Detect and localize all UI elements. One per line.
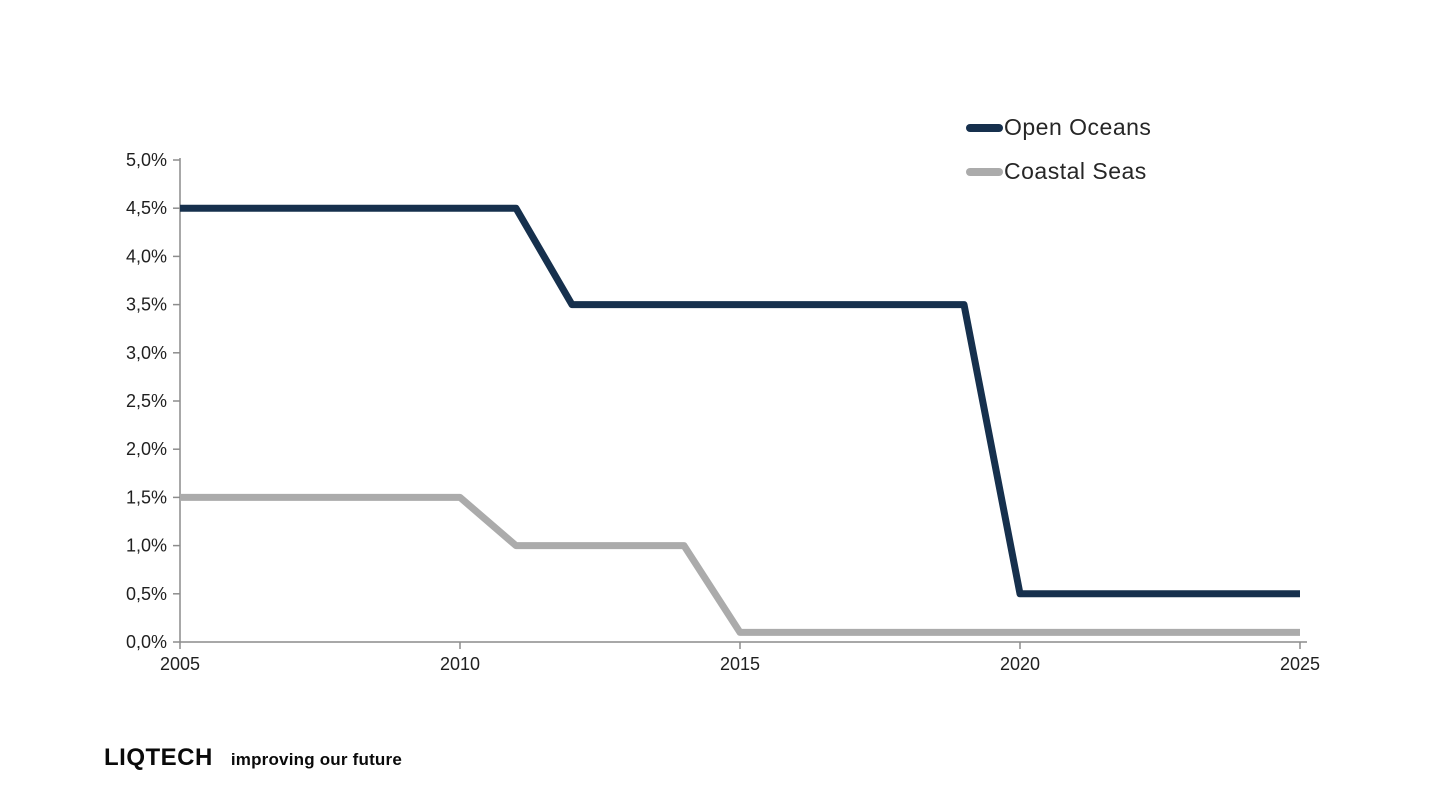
y-tick-label: 0,5% <box>126 584 167 604</box>
x-tick-label: 2005 <box>160 654 200 674</box>
logo-tagline: improving our future <box>230 750 402 769</box>
y-tick-label: 3,0% <box>126 343 167 363</box>
x-tick-label: 2010 <box>440 654 480 674</box>
y-tick-label: 4,0% <box>126 246 167 266</box>
series-line-open-oceans <box>180 204 1300 598</box>
chart-axes: 0,0% 0,5% 1,0% 1,5% 2,0% 2,5% 3,0% 3,5% 4,0% 4,5%… <box>126 150 1320 674</box>
y-tick-label: 1,0% <box>126 536 167 556</box>
liqtech-logo: LIQTECH improving our future <box>104 744 402 772</box>
legend-item-coastal-seas: Coastal Seas <box>966 156 1151 187</box>
legend-label-coastal-seas: Coastal Seas <box>1004 158 1147 184</box>
chart-legend: Open Oceans Coastal Seas <box>966 112 1151 200</box>
y-tick-label: 1,5% <box>126 487 167 507</box>
y-tick-label: 3,5% <box>126 295 167 315</box>
series-line-coastal-seas <box>180 493 1300 636</box>
coastal-seas-line-swatch <box>966 167 1003 176</box>
legend-label-open-oceans: Open Oceans <box>1004 114 1152 140</box>
legend-item-open-oceans: Open Oceans <box>966 112 1151 143</box>
y-tick-label: 0,0% <box>126 632 167 652</box>
y-tick-label: 2,0% <box>126 439 167 459</box>
x-tick-label: 2015 <box>720 654 760 674</box>
chart-series <box>180 204 1300 636</box>
x-tick-label: 2020 <box>1000 654 1040 674</box>
y-tick-label: 4,5% <box>126 198 167 218</box>
liqtech-wordmark: LIQTECH <box>104 744 213 771</box>
open-oceans-line-swatch <box>966 123 1003 132</box>
y-tick-label: 2,5% <box>126 391 167 411</box>
y-tick-label: 5,0% <box>126 150 167 170</box>
x-tick-label: 2025 <box>1280 654 1320 674</box>
